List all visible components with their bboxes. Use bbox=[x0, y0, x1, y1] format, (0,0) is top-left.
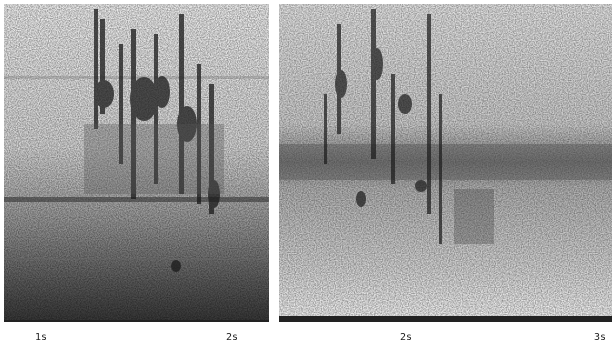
tick-label-1s-left: 1s bbox=[35, 332, 48, 343]
tick-label-2s-right: 2s bbox=[400, 332, 413, 343]
time-axis-right bbox=[279, 320, 612, 322]
spectrogram-left bbox=[4, 4, 269, 320]
spectrogram-right-image bbox=[279, 4, 612, 320]
spectrogram-left-image bbox=[4, 4, 269, 320]
spectrogram-right bbox=[279, 4, 612, 320]
tick-label-3s-right: 3s bbox=[594, 332, 607, 343]
tick-label-2s-left: 2s bbox=[226, 332, 239, 343]
time-axis-left bbox=[4, 320, 269, 322]
